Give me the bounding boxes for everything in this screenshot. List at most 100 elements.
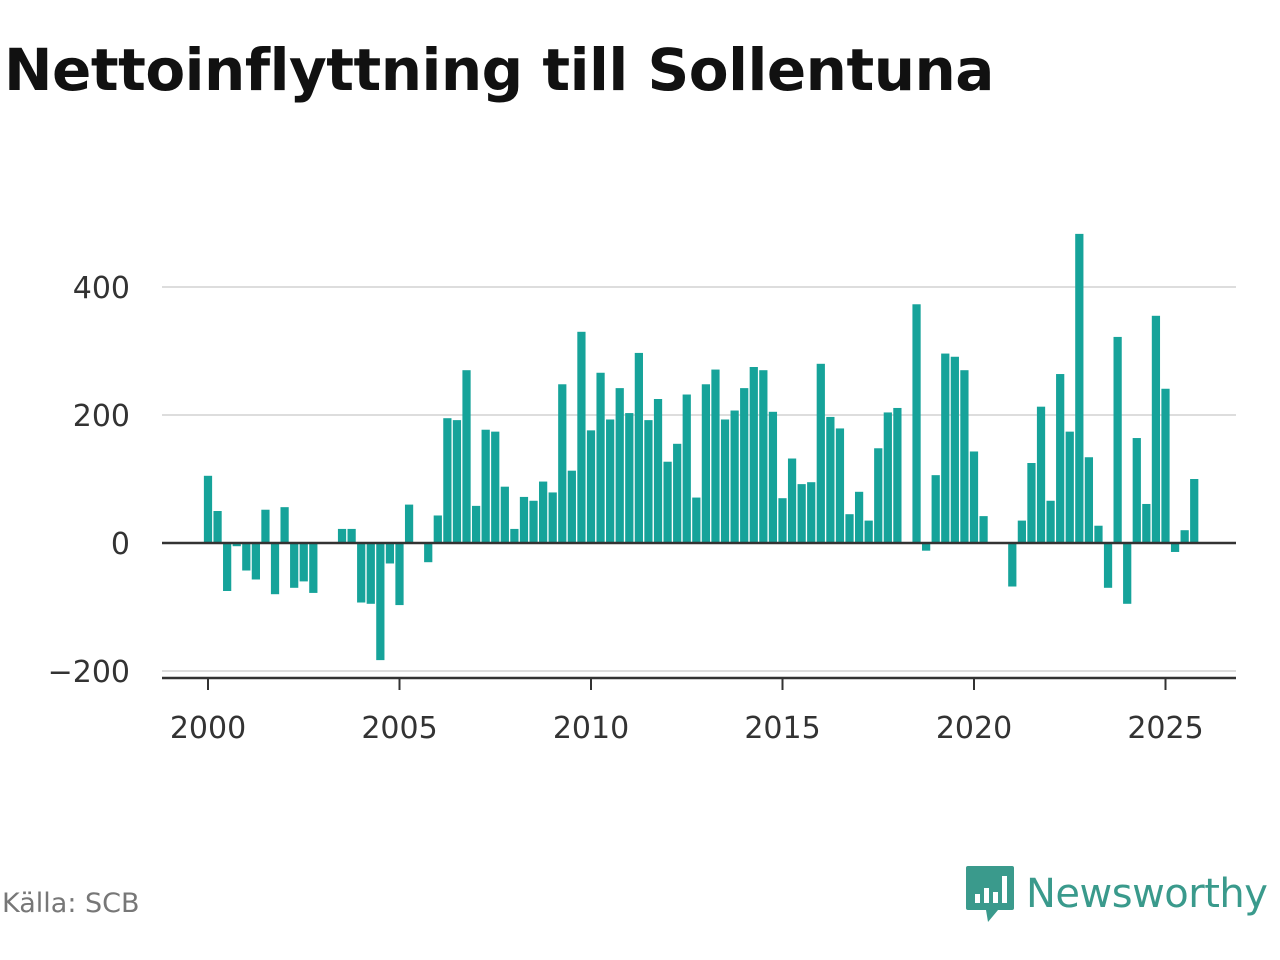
bar [615, 388, 624, 543]
bar [1190, 479, 1199, 543]
bar [299, 543, 308, 582]
bar [969, 451, 979, 543]
bar [251, 543, 260, 580]
x-tick-label: 2020 [936, 711, 1012, 746]
bar [1084, 457, 1094, 543]
bar [835, 428, 845, 543]
bar [864, 520, 873, 543]
bar [1027, 463, 1036, 543]
bar [443, 418, 452, 543]
x-tick-label: 2000 [170, 711, 246, 746]
bar [874, 448, 883, 543]
bar [1161, 388, 1170, 543]
brand-logo[interactable]: Newsworthy [964, 864, 1268, 924]
bar [1017, 520, 1026, 543]
bar [854, 491, 864, 543]
bar [452, 420, 462, 543]
bar [366, 543, 375, 604]
bar [1132, 438, 1141, 543]
y-tick-label: 0 [111, 527, 130, 562]
bar [539, 481, 548, 543]
x-tick-label: 2005 [361, 711, 437, 746]
bar [960, 370, 969, 543]
bar [347, 528, 356, 543]
bar [730, 410, 739, 543]
bar [596, 372, 605, 543]
bar [223, 543, 232, 591]
bar [500, 486, 509, 543]
bar [759, 370, 768, 543]
bar [471, 505, 481, 543]
bar [1036, 406, 1046, 543]
bars [203, 233, 1199, 661]
bar [701, 384, 711, 543]
bar [376, 543, 385, 661]
x-tick-label: 2025 [1127, 711, 1203, 746]
bar [711, 369, 720, 543]
bar [261, 509, 270, 543]
bar [778, 498, 787, 543]
bar [922, 543, 931, 551]
bar [845, 514, 854, 543]
bar [1075, 233, 1084, 543]
bar [749, 367, 758, 543]
bar [404, 504, 414, 543]
bar [768, 411, 778, 543]
bar [883, 412, 892, 543]
bar [625, 413, 634, 543]
bar [424, 543, 433, 563]
bar [395, 543, 404, 606]
bar [577, 331, 586, 543]
x-tick-label: 2015 [744, 711, 820, 746]
bar [1094, 525, 1103, 543]
bar [606, 419, 615, 543]
bar [1113, 336, 1122, 543]
bar [1142, 503, 1151, 543]
bar [529, 500, 538, 543]
bar [548, 492, 557, 543]
bar [1123, 543, 1132, 604]
bar [912, 304, 921, 543]
bar [309, 543, 318, 593]
y-tick-label: 400 [73, 271, 130, 306]
x-axis: 2000 2005 2010 2015 2020 2025 [170, 678, 1204, 746]
bar [1151, 315, 1161, 543]
bar [1170, 543, 1180, 552]
bar [232, 543, 241, 547]
bar [634, 352, 643, 543]
brand-name: Newsworthy [1026, 871, 1268, 917]
bar [1103, 543, 1113, 588]
bar [290, 543, 299, 588]
bar [807, 482, 816, 543]
bar [797, 484, 806, 543]
bar [979, 516, 988, 543]
bar [740, 388, 749, 543]
bar [385, 543, 395, 564]
bar [941, 353, 950, 543]
y-tick-label: 200 [73, 399, 130, 434]
bar [203, 475, 213, 543]
bar [663, 461, 672, 543]
bar [1056, 374, 1065, 543]
bar [280, 507, 289, 543]
bar [826, 416, 835, 543]
bar [1180, 530, 1189, 543]
bar [787, 458, 797, 543]
bar [270, 543, 280, 595]
bar [682, 394, 691, 543]
bar [893, 407, 902, 543]
chart-title: Nettoinflyttning till Sollentuna [4, 36, 994, 104]
newsworthy-logo-icon [966, 866, 1014, 922]
y-axis: −200 0 200 400 [48, 271, 130, 690]
bar [481, 429, 490, 543]
bar [931, 475, 940, 543]
bar [491, 431, 500, 543]
bar [816, 363, 825, 543]
source-note: Källa: SCB [2, 888, 140, 919]
gridlines [162, 286, 1236, 672]
bar [653, 399, 663, 543]
bar [337, 528, 347, 543]
bar [462, 370, 471, 543]
bar [242, 543, 251, 571]
